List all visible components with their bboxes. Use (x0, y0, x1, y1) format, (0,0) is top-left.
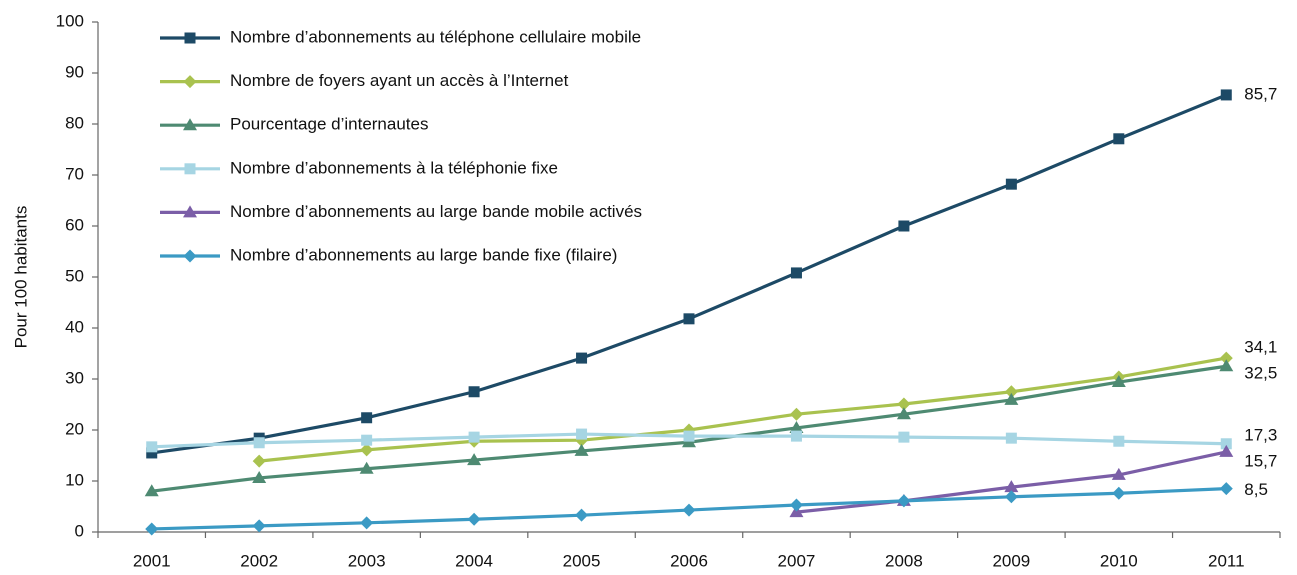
data-point (361, 412, 373, 424)
data-point (898, 431, 910, 443)
data-point (1113, 435, 1125, 447)
data-point (1113, 133, 1125, 145)
data-label: 15,7 (1244, 451, 1277, 470)
data-point (360, 443, 374, 457)
data-label: 85,7 (1244, 84, 1277, 103)
data-point (1219, 359, 1234, 372)
data-point (146, 447, 158, 459)
x-tick-label: 2008 (885, 551, 923, 570)
y-tick-label: 80 (65, 113, 84, 132)
data-point (1004, 490, 1018, 504)
data-point (1219, 351, 1233, 365)
y-tick-label: 40 (65, 317, 84, 336)
data-point (467, 453, 482, 466)
data-point (252, 454, 266, 468)
y-tick-label: 70 (65, 164, 84, 183)
x-tick-label: 2005 (563, 551, 601, 570)
x-tick-label: 2009 (992, 551, 1030, 570)
data-point (253, 437, 265, 449)
data-point (360, 516, 374, 530)
legend-label: Nombre d’abonnements à la téléphonie fix… (230, 158, 558, 177)
data-point (468, 386, 480, 398)
data-point (1111, 375, 1126, 388)
y-axis-label: Pour 100 habitants (11, 206, 30, 349)
data-point (145, 522, 159, 536)
legend-marker (183, 249, 197, 263)
data-point (576, 352, 588, 364)
data-point (789, 498, 803, 512)
data-point (144, 484, 159, 497)
data-point (1112, 486, 1126, 500)
data-point (467, 512, 481, 526)
data-point (682, 503, 696, 517)
data-point (252, 470, 267, 483)
data-point (896, 407, 911, 420)
data-point (576, 428, 588, 440)
data-point (1004, 385, 1018, 399)
data-point (252, 519, 266, 533)
x-tick-label: 2007 (778, 551, 816, 570)
data-point (1004, 392, 1019, 405)
x-tick-label: 2006 (670, 551, 708, 570)
data-point (897, 397, 911, 411)
legend-label: Nombre d’abonnements au téléphone cellul… (230, 27, 641, 46)
y-tick-label: 100 (56, 11, 84, 30)
legend-marker (184, 163, 196, 175)
data-point (574, 443, 589, 456)
data-point (683, 430, 695, 442)
y-tick-label: 60 (65, 215, 84, 234)
data-point (1220, 89, 1232, 101)
data-point (897, 494, 911, 508)
data-point (1111, 467, 1126, 480)
legend-marker (184, 32, 196, 44)
data-point (468, 431, 480, 443)
data-point (1004, 480, 1019, 493)
legend-label: Nombre d’abonnements au large bande mobi… (230, 202, 642, 221)
legend-label: Nombre de foyers ayant un accès à l’Inte… (230, 71, 569, 90)
legend-marker (183, 75, 197, 89)
y-tick-label: 10 (65, 470, 84, 489)
x-tick-label: 2002 (240, 551, 278, 570)
data-point (1219, 482, 1233, 496)
data-label: 34,1 (1244, 338, 1277, 357)
legend-label: Pourcentage d’internautes (230, 115, 428, 134)
x-tick-label: 2003 (348, 551, 386, 570)
x-tick-label: 2001 (133, 551, 171, 570)
y-tick-label: 30 (65, 368, 84, 387)
data-point (1005, 432, 1017, 444)
data-label: 8,5 (1244, 480, 1268, 499)
series-line (259, 356, 1227, 463)
y-tick-label: 20 (65, 419, 84, 438)
legend-label: Nombre d’abonnements au large bande fixe… (230, 245, 617, 264)
data-point (575, 508, 589, 522)
y-tick-label: 0 (75, 521, 84, 540)
series-line (151, 93, 1227, 455)
legend-marker (183, 205, 197, 218)
data-point (361, 434, 373, 446)
x-tick-label: 2011 (1208, 551, 1245, 570)
data-point (789, 407, 803, 421)
data-point (790, 267, 802, 279)
y-tick-label: 50 (65, 266, 84, 285)
legend-marker (183, 118, 197, 131)
data-point (1220, 438, 1232, 450)
data-point (146, 441, 158, 453)
data-point (790, 430, 802, 442)
data-point (789, 420, 804, 433)
data-point (898, 220, 910, 232)
data-label: 32,5 (1244, 364, 1277, 383)
data-point (359, 461, 374, 474)
data-point (1219, 444, 1234, 457)
x-tick-label: 2010 (1100, 551, 1138, 570)
data-point (683, 313, 695, 325)
x-tick-label: 2004 (455, 551, 493, 570)
data-label: 17,3 (1244, 425, 1277, 444)
y-tick-label: 90 (65, 62, 84, 81)
data-point (1005, 178, 1017, 190)
